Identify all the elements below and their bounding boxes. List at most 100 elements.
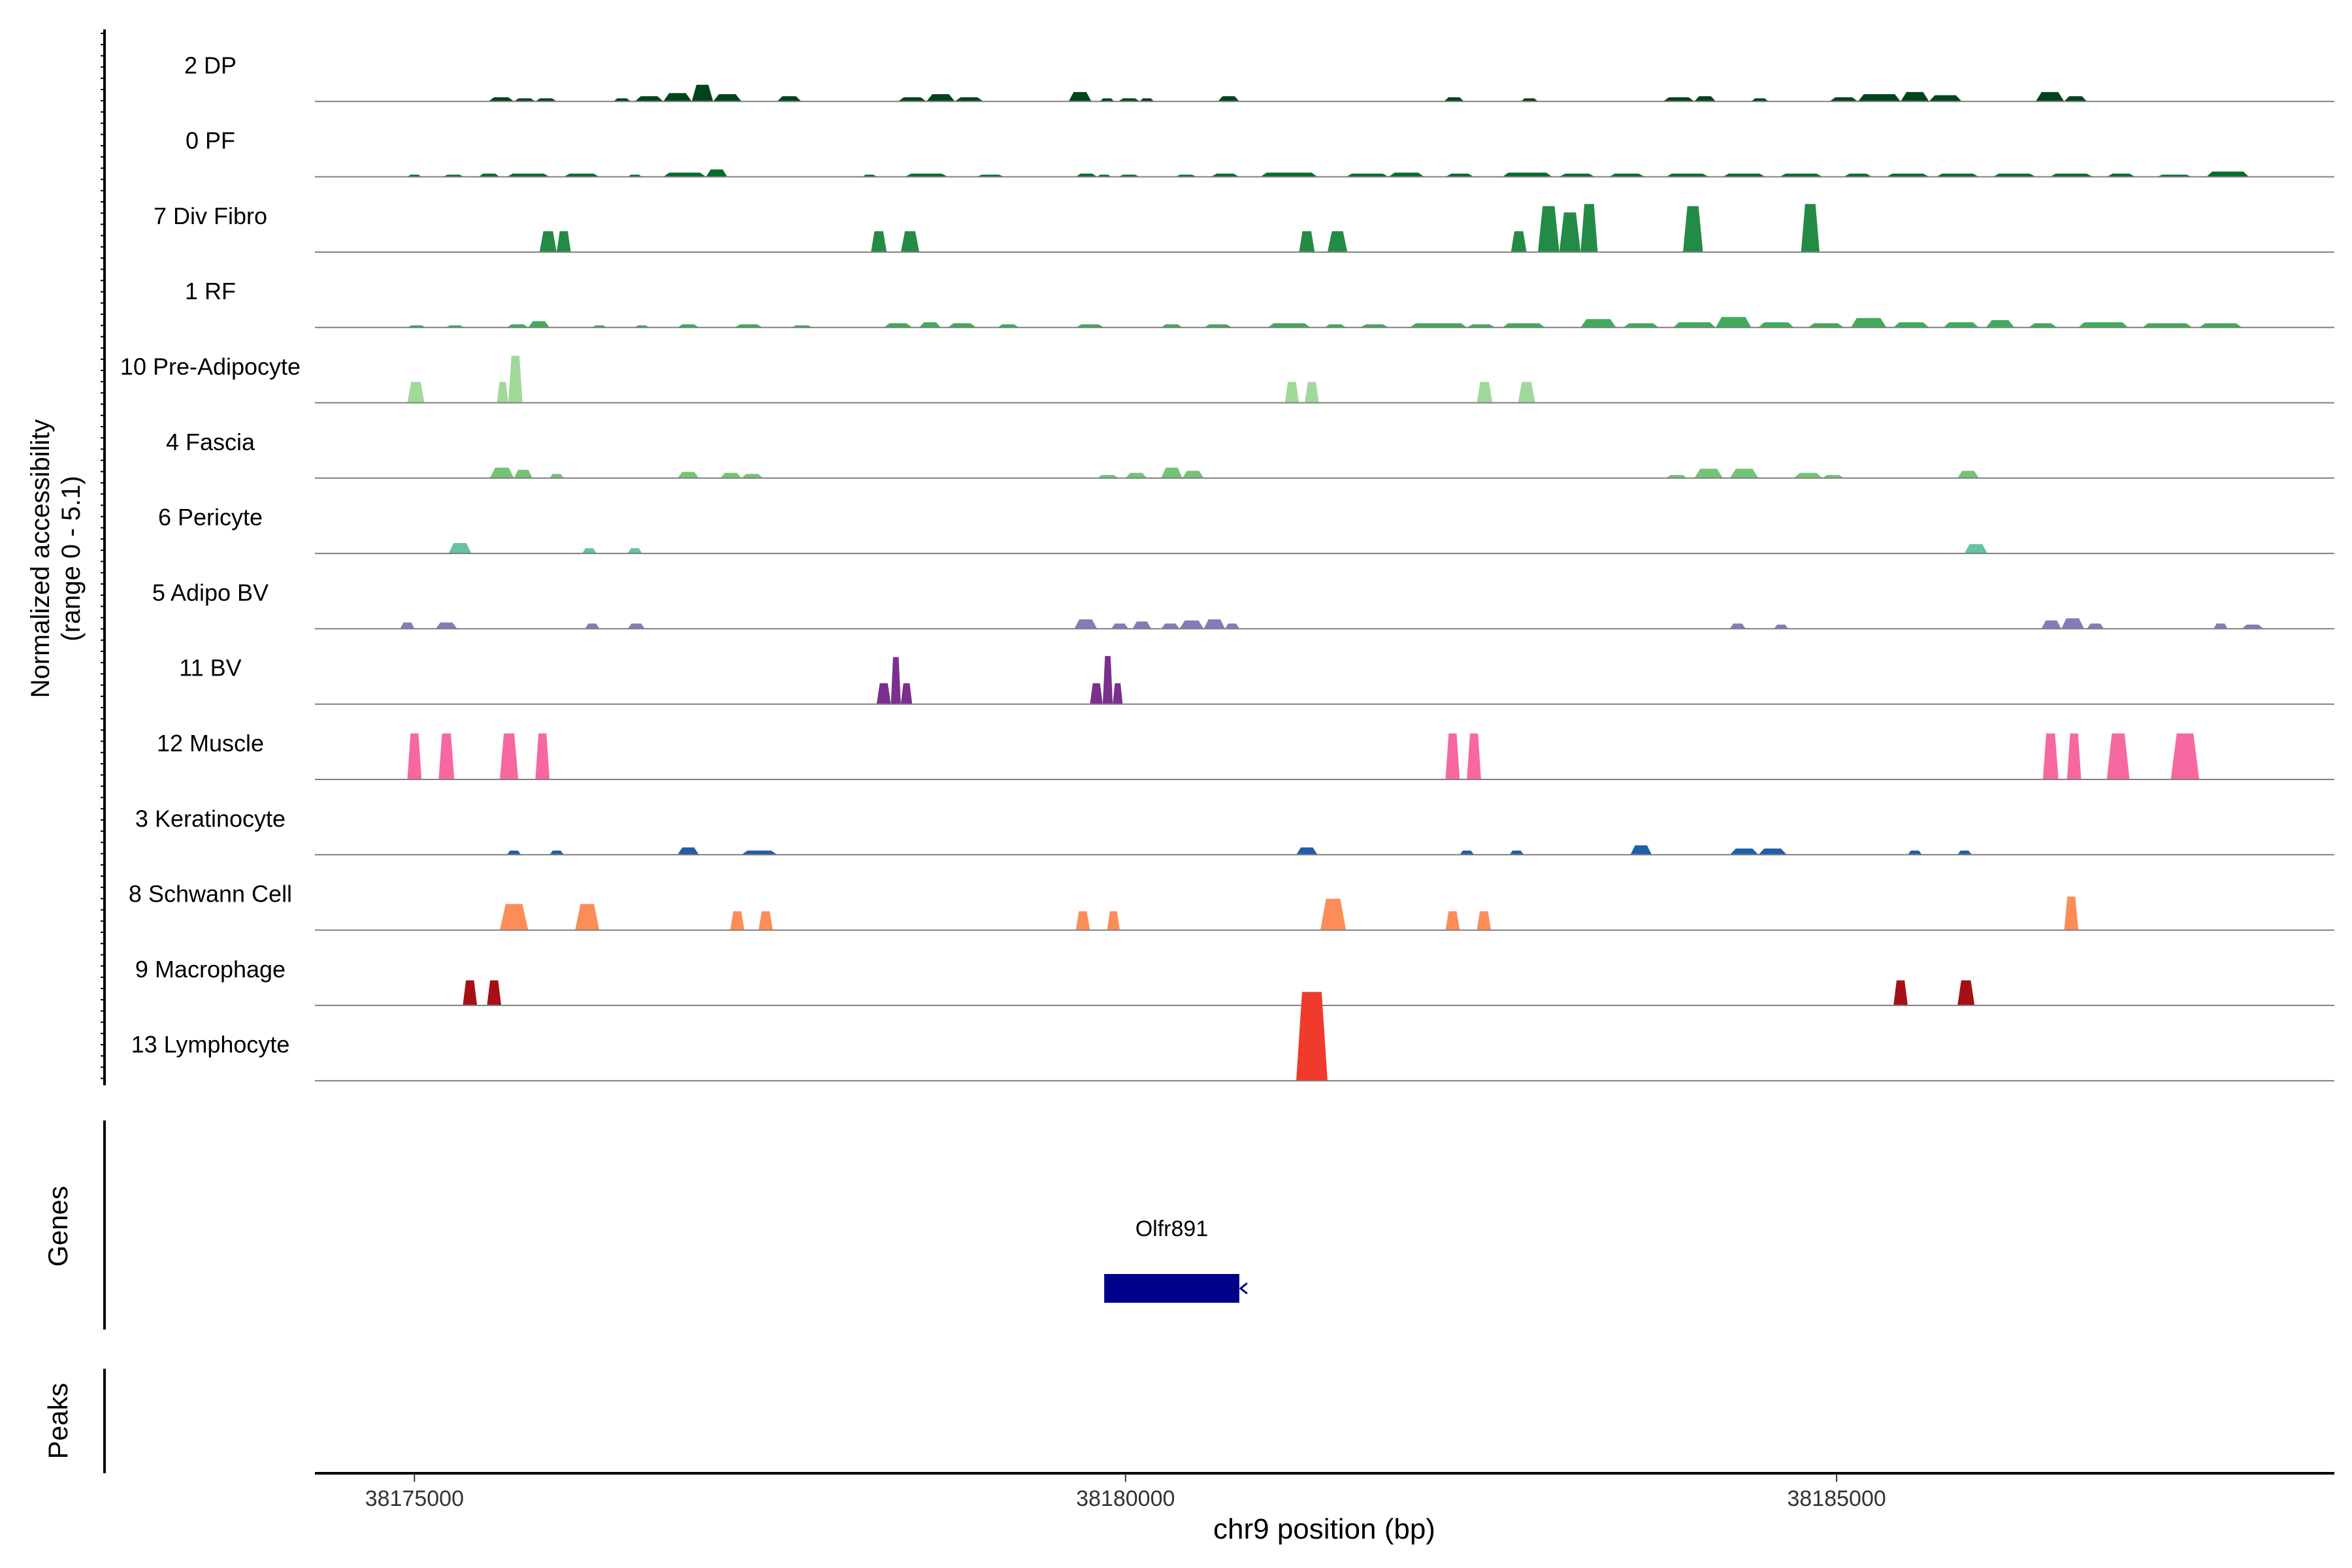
accessibility-peak [497, 382, 508, 403]
accessibility-peak [1097, 475, 1119, 478]
accessibility-peak [1075, 324, 1105, 328]
accessibility-peak [997, 324, 1019, 328]
accessibility-peak [1801, 204, 1820, 252]
accessibility-peak [478, 173, 500, 177]
accessibility-peak [634, 96, 664, 102]
x-axis: 38175000 38180000 38185000 chr9 position (… [315, 1472, 2334, 1545]
accessibility-peak [1502, 172, 1552, 177]
track-label: 2 DP [184, 52, 237, 78]
accessibility-peak [582, 548, 596, 554]
accessibility-peak [1844, 173, 1872, 177]
accessibility-peak [663, 93, 692, 102]
accessibility-peak [1203, 324, 1232, 328]
accessibility-peak [1284, 382, 1299, 403]
y-axis-title: Normalized accessibility [26, 419, 55, 698]
accessibility-peak [1320, 898, 1347, 930]
accessibility-peak [1758, 848, 1787, 855]
accessibility-peak [1893, 980, 1908, 1005]
accessibility-peak [506, 850, 521, 855]
accessibility-peak [613, 98, 631, 102]
accessibility-peak [2142, 323, 2193, 328]
track-label: 0 PF [186, 127, 235, 154]
accessibility-peak [1663, 97, 1695, 102]
accessibility-peak [678, 472, 699, 478]
accessibility-peak [1299, 231, 1315, 252]
track-label: 13 Lymphocyte [131, 1031, 290, 1058]
accessibility-peak [1075, 911, 1090, 930]
accessibility-peak [500, 904, 529, 930]
accessibility-peak [627, 548, 642, 554]
y-axis-subtitle: (range 0 - 5.1) [57, 476, 86, 641]
accessibility-peak [1774, 625, 1789, 629]
track: 7 Div Fibro [154, 203, 2334, 253]
accessibility-peak [1723, 173, 1766, 177]
accessibility-peak [1090, 683, 1103, 704]
accessibility-peak [1467, 733, 1481, 779]
track-label: 3 Keratinocyte [135, 805, 286, 832]
accessibility-peak [1857, 94, 1901, 102]
track-label: 10 Pre-Adipocyte [120, 353, 301, 380]
accessibility-peak [1218, 96, 1239, 102]
accessibility-peak [1609, 173, 1645, 177]
accessibility-peak [436, 622, 457, 629]
accessibility-peak [575, 904, 600, 930]
accessibility-peak [1477, 911, 1492, 930]
accessibility-peak [1929, 95, 1962, 102]
accessibility-peak [1102, 656, 1113, 704]
x-axis-ticks: 38175000 38180000 38185000 [365, 1473, 1886, 1511]
accessibility-peak [1793, 472, 1823, 478]
accessibility-peak [898, 97, 926, 102]
track-area: 2 DP 0 PF 7 Div Fibro 1 RF 10 Pre-Adipocyte 4… [120, 52, 2334, 1082]
accessibility-peak [1125, 472, 1147, 478]
track-label: 6 Pericyte [158, 504, 263, 531]
accessibility-peak [2087, 623, 2104, 629]
accessibility-peak [678, 324, 699, 328]
accessibility-peak [1139, 98, 1154, 102]
accessibility-peak [1460, 850, 1475, 855]
accessibility-peak [1665, 475, 1688, 478]
track-label: 5 Adipo BV [152, 579, 269, 606]
accessibility-peak [883, 323, 913, 328]
track-label: 1 RF [185, 278, 236, 304]
accessibility-peak [876, 683, 891, 704]
accessibility-peak [1559, 173, 1595, 177]
accessibility-peak [1161, 623, 1180, 629]
x-tick-label: 38180000 [1076, 1486, 1175, 1511]
accessibility-peak [1936, 173, 1979, 177]
genes-panel-label: Genes [42, 1186, 73, 1267]
accessibility-peak [1346, 173, 1389, 177]
accessibility-peak [1075, 173, 1098, 177]
accessibility-peak [1509, 850, 1524, 855]
accessibility-peak [742, 474, 763, 478]
accessibility-peak [2242, 625, 2264, 629]
y-axis-panel: Normalized accessibility (range 0 - 5.1) [26, 29, 106, 1086]
accessibility-peak [448, 543, 472, 554]
accessibility-peak [1260, 172, 1318, 177]
accessibility-peak [1388, 172, 1424, 177]
accessibility-peak [742, 850, 777, 855]
accessibility-peak [627, 623, 645, 629]
accessibility-peak [1729, 468, 1759, 478]
track: 12 Muscle [157, 730, 2334, 780]
accessibility-peak [1324, 324, 1347, 328]
accessibility-peak [1829, 97, 1858, 102]
accessibility-peak [1445, 733, 1460, 779]
accessibility-peak [1957, 850, 1972, 855]
accessibility-peak [1068, 91, 1092, 102]
accessibility-peak [734, 324, 763, 328]
accessibility-peak [1822, 475, 1844, 478]
peaks-panel: Peaks [42, 1369, 106, 1473]
accessibility-peak [720, 472, 742, 478]
accessibility-peak [487, 980, 502, 1005]
accessibility-peak [2106, 173, 2136, 177]
accessibility-peak [777, 96, 802, 102]
accessibility-peak [1893, 322, 1929, 328]
track: 6 Pericyte [158, 504, 2334, 555]
accessibility-peak [713, 94, 742, 102]
accessibility-peak [1943, 322, 1979, 328]
accessibility-peak [2106, 733, 2130, 779]
accessibility-peak [1267, 323, 1311, 328]
accessibility-peak [500, 733, 519, 779]
accessibility-peak [1111, 623, 1129, 629]
accessibility-peak [1203, 619, 1226, 629]
